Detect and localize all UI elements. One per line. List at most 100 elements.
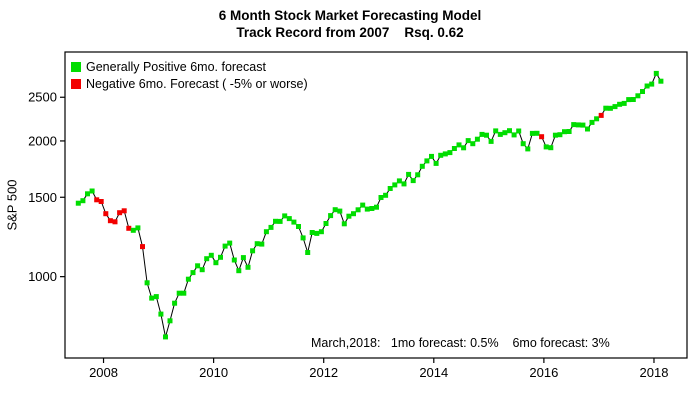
data-point-positive <box>612 104 618 110</box>
x-tick-label: 2018 <box>640 365 669 380</box>
data-point-positive <box>562 129 567 135</box>
data-point-positive <box>250 248 256 254</box>
data-point-positive <box>406 171 412 177</box>
data-point-positive <box>438 152 444 158</box>
data-point-positive <box>470 141 476 147</box>
y-tick-label: 2000 <box>28 133 57 148</box>
data-point-positive <box>75 200 81 206</box>
data-point-positive <box>433 160 439 166</box>
data-point-positive <box>502 130 508 136</box>
data-point-positive <box>149 295 155 301</box>
data-point-positive <box>351 211 356 217</box>
data-point-positive <box>85 191 90 197</box>
data-point-positive <box>364 206 370 212</box>
data-point-positive <box>254 241 260 247</box>
data-point-positive <box>163 334 168 340</box>
data-point-positive <box>167 318 173 324</box>
data-point-positive <box>296 224 301 229</box>
chart-title: 6 Month Stock Market Forecasting Model <box>218 8 482 23</box>
data-point-positive <box>195 263 201 269</box>
data-point-positive <box>552 132 558 138</box>
data-point-positive <box>497 131 503 137</box>
data-point-positive <box>213 260 219 266</box>
data-point-positive <box>355 207 361 213</box>
data-point-positive <box>328 213 334 219</box>
data-point-positive <box>410 178 416 184</box>
x-tick-label: 2016 <box>529 365 558 380</box>
x-tick-label: 2010 <box>199 365 228 380</box>
data-point-positive <box>199 267 205 273</box>
data-point-positive <box>181 290 187 296</box>
legend-label-positive: Generally Positive 6mo. forecast <box>86 59 266 74</box>
data-point-positive <box>575 122 581 128</box>
data-point-negative <box>126 225 132 231</box>
legend: Generally Positive 6mo. forecast Negativ… <box>71 58 308 92</box>
x-tick-label: 2008 <box>89 365 118 380</box>
data-point-positive <box>245 264 251 270</box>
data-point-positive <box>516 128 522 134</box>
data-point-positive <box>511 132 517 138</box>
data-point-positive <box>360 202 366 208</box>
data-point-positive <box>332 207 338 213</box>
data-point-positive <box>529 130 535 136</box>
data-point-positive <box>89 188 95 194</box>
legend-label-negative: Negative 6mo. Forecast ( -5% or worse) <box>86 76 308 91</box>
data-point-positive <box>456 142 462 148</box>
data-point-positive <box>474 136 480 142</box>
data-point-positive <box>543 144 549 150</box>
legend-entry-positive: Generally Positive 6mo. forecast <box>71 58 308 75</box>
data-point-positive <box>172 300 178 306</box>
data-point-positive <box>374 204 379 210</box>
data-point-positive <box>190 270 196 276</box>
data-point-positive <box>548 145 554 151</box>
data-point-positive <box>80 198 86 204</box>
data-point-positive <box>318 229 324 235</box>
data-point-positive <box>566 129 572 134</box>
data-point-positive <box>236 268 242 274</box>
data-point-negative <box>112 219 118 225</box>
data-point-positive <box>153 294 159 300</box>
data-point-positive <box>218 254 223 260</box>
data-point-positive <box>208 252 214 258</box>
data-point-positive <box>585 126 590 132</box>
data-point-positive <box>429 153 434 159</box>
chart-subtitle: Track Record from 2007 Rsq. 0.62 <box>236 25 464 40</box>
x-tick-label: 2014 <box>419 365 448 380</box>
data-point-positive <box>653 70 659 76</box>
data-point-positive <box>607 105 613 111</box>
y-tick-label: 1500 <box>28 190 57 205</box>
data-point-positive <box>341 221 347 227</box>
data-point-positive <box>534 130 540 136</box>
x-tick-label: 2012 <box>309 365 338 380</box>
data-point-positive <box>263 229 269 235</box>
data-point-positive <box>222 243 228 249</box>
data-point-positive <box>401 181 407 187</box>
data-point-positive <box>309 230 315 235</box>
data-point-positive <box>451 146 457 151</box>
data-point-negative <box>94 197 100 203</box>
legend-marker-positive-square <box>71 61 81 72</box>
data-point-positive <box>268 224 274 230</box>
data-point-negative <box>598 112 604 118</box>
y-tick-label: 2500 <box>28 90 57 105</box>
data-point-positive <box>305 250 311 255</box>
data-point-positive <box>314 230 320 236</box>
data-point-positive <box>144 280 150 286</box>
data-point-positive <box>461 145 467 151</box>
data-point-positive <box>493 128 499 134</box>
data-point-positive <box>447 150 453 156</box>
data-point-positive <box>658 78 664 84</box>
data-point-negative <box>539 134 545 140</box>
data-point-positive <box>323 221 329 226</box>
data-point-positive <box>286 216 292 222</box>
data-point-positive <box>589 119 595 125</box>
data-point-positive <box>520 141 526 147</box>
data-point-negative <box>107 218 113 224</box>
data-point-positive <box>277 218 283 224</box>
data-point-negative <box>98 199 104 204</box>
data-point-positive <box>130 227 136 233</box>
data-point-positive <box>204 256 210 262</box>
data-point-positive <box>135 225 141 231</box>
